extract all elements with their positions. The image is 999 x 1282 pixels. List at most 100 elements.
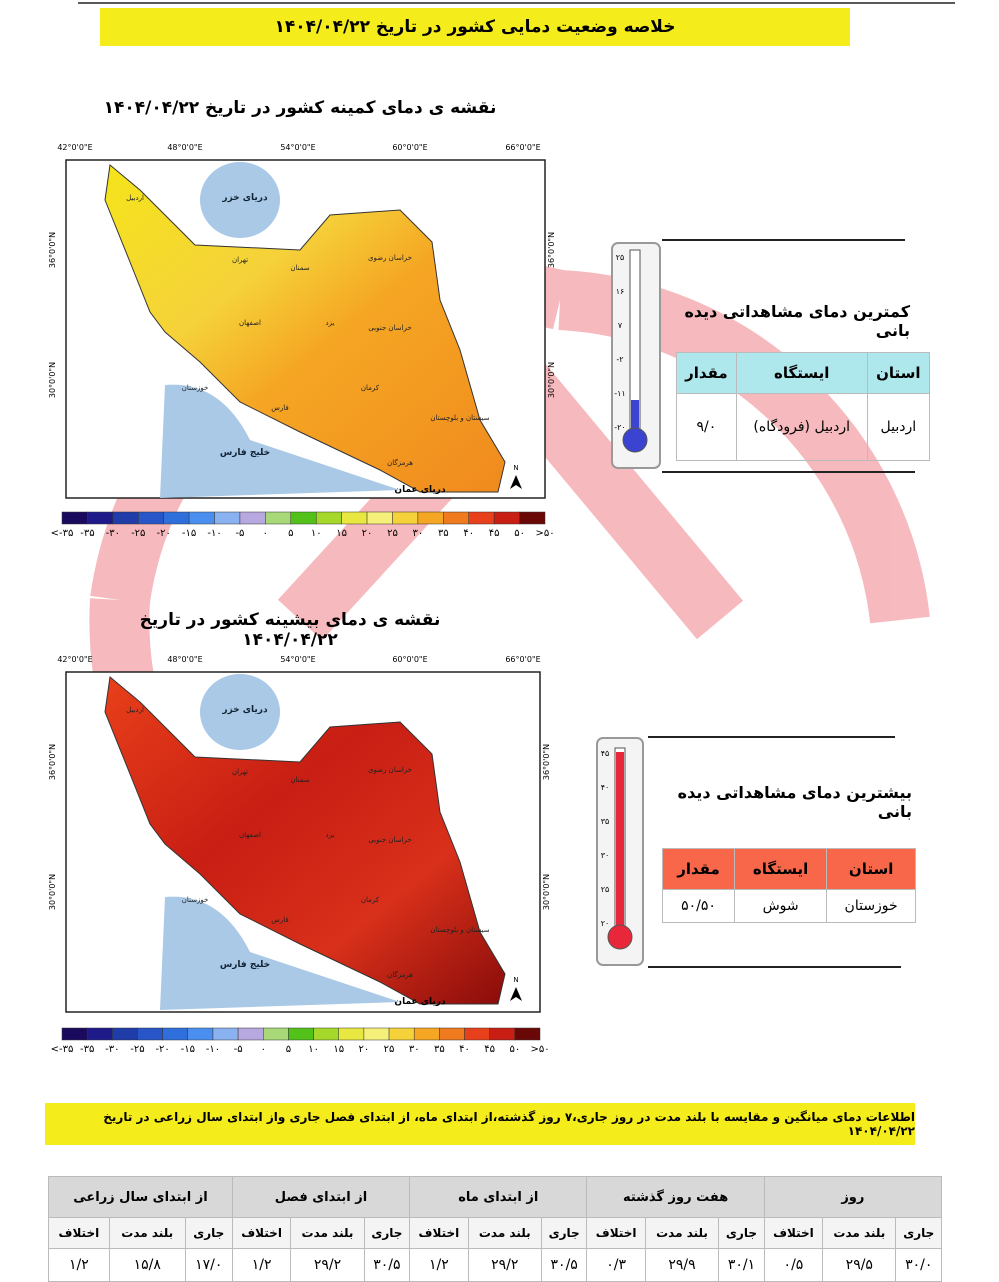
- max-map: [65, 671, 541, 1013]
- sea-label: دریای خزر: [221, 193, 268, 203]
- legend-swatch: [86, 1027, 113, 1041]
- province-label: اصفهان: [239, 319, 261, 327]
- rule: [648, 966, 901, 968]
- cell: ۲۹/۹: [644, 1248, 720, 1282]
- sub-header: اختلاف: [231, 1217, 292, 1249]
- sea: [160, 384, 400, 498]
- legend-label: ۲۰: [359, 1044, 370, 1055]
- north-arrow: [510, 475, 522, 489]
- sub-header: اختلاف: [586, 1217, 646, 1249]
- lon-label: 42°0'0"E: [57, 143, 92, 152]
- sea: [200, 674, 280, 750]
- province-label: تهران: [232, 768, 248, 776]
- cell: ۱/۲: [409, 1248, 469, 1282]
- cell: ۱/۲: [48, 1248, 110, 1282]
- td: ۹/۰: [676, 393, 737, 461]
- legend-label: >۵۰: [530, 1044, 549, 1055]
- legend-label: <-۳۵: [51, 1044, 74, 1055]
- thermo-max: [596, 737, 644, 966]
- sea-label: خلیج فارس: [220, 960, 270, 970]
- sub-header: بلند مدت: [108, 1217, 186, 1249]
- legend-label: ۲۵: [384, 1044, 395, 1055]
- legend-swatch: [137, 1027, 163, 1041]
- rule: [648, 736, 895, 738]
- province-label: اردبیل: [126, 194, 144, 202]
- sea-label: خلیج فارس: [220, 448, 270, 458]
- thermo-tick: -۲۰: [614, 423, 625, 432]
- lon-label: 66°0'0"E: [505, 655, 540, 664]
- cell: ۱/۲: [231, 1248, 292, 1282]
- legend-label: -۳۵: [80, 1044, 94, 1055]
- sub-header: اختلاف: [409, 1217, 469, 1249]
- province-label: خوزستان: [182, 896, 209, 904]
- thermo-tick: ۴۵: [601, 749, 610, 758]
- cell: ۲۹/۵: [822, 1248, 897, 1282]
- legend-swatch: [363, 1027, 390, 1041]
- max-table: استان ایستگاه مقدار خوزستان شوش ۵۰/۵۰: [662, 848, 916, 923]
- max-map-title: نقشه ی دمای بیشینه کشور در تاریخ ۱۴۰۴/۰۴…: [139, 610, 441, 650]
- sub-header: جاری: [184, 1217, 233, 1249]
- lon-label: 60°0'0"E: [392, 143, 427, 152]
- legend-swatch: [392, 511, 419, 525]
- province-label: خراسان رضوی: [368, 254, 412, 262]
- legend-label: ۳۰: [413, 528, 424, 539]
- thermo-tick: -۱۱: [614, 389, 625, 398]
- th: مقدار: [676, 352, 737, 394]
- lat-label: 36°0'0"N: [542, 744, 551, 780]
- min-map-title: نقشه ی دمای کمینه کشور در تاریخ ۱۴۰۴/۰۴/…: [103, 98, 497, 118]
- cell: ۳۰/۰: [895, 1248, 942, 1282]
- province-label: خراسان جنوبی: [368, 836, 411, 844]
- group-header: از ابتدای سال زراعی: [48, 1176, 233, 1218]
- legend-label: >۵۰: [535, 528, 554, 539]
- cell: ۱۷/۰: [184, 1248, 233, 1282]
- lon-label: 54°0'0"E: [280, 655, 315, 664]
- legend-swatch: [413, 1027, 440, 1041]
- header-banner: خلاصه وضعیت دمایی کشور در تاریخ ۱۴۰۴/۰۴/…: [100, 8, 850, 46]
- lon-label: 60°0'0"E: [392, 655, 427, 664]
- legend-label: ۴۵: [489, 528, 500, 539]
- legend-swatch: [290, 511, 317, 525]
- legend-label: ۵: [288, 528, 293, 539]
- legend-label: ۴۰: [463, 528, 474, 539]
- legend-label: ۱۵: [333, 1044, 344, 1055]
- sub-header: بلند مدت: [822, 1217, 897, 1249]
- legend-label: ۲۵: [387, 528, 398, 539]
- th: استان: [826, 848, 916, 890]
- sea-label: دریای عمان: [394, 997, 446, 1007]
- summary-table: روز هفت روز گذشته از ابتدای ماه از ابتدای ف…: [48, 1176, 943, 1282]
- thermo-min: [611, 242, 661, 469]
- group-header: روز: [763, 1176, 943, 1218]
- legend-swatch: [239, 511, 266, 525]
- cell: ۲۹/۲: [290, 1248, 365, 1282]
- legend-label: -۱۵: [182, 528, 196, 539]
- legend-swatch: [112, 1027, 138, 1041]
- td: خوزستان: [826, 889, 916, 923]
- legend-label: -۱۵: [181, 1044, 195, 1055]
- td: ۵۰/۵۰: [662, 889, 735, 923]
- legend-label: -۳۰: [106, 528, 120, 539]
- province-label: سمنان: [290, 776, 309, 784]
- legend-label: -۱۰: [207, 528, 221, 539]
- lat-label: 30°0'0"N: [48, 362, 57, 398]
- lat-label: 36°0'0"N: [547, 232, 556, 268]
- legend-label: -۱۰: [206, 1044, 220, 1055]
- legend-label: ۳۵: [434, 1044, 445, 1055]
- generated: 42°0'0"E 48°0'0"E 54°0'0"E 60°0'0"E 66°0'0"E…: [48, 143, 626, 1055]
- sea-label: دریای عمان: [394, 485, 446, 495]
- lon-label: 54°0'0"E: [280, 143, 315, 152]
- group-header: از ابتدای ماه: [409, 1176, 588, 1218]
- sub-header: اختلاف: [48, 1217, 110, 1249]
- legend-swatch: [468, 511, 495, 525]
- legend-swatch: [464, 1027, 490, 1041]
- sea: [200, 162, 280, 238]
- sub-header: اختلاف: [763, 1217, 824, 1249]
- info-title: اطلاعات دمای میانگین و مقایسه با بلند مد…: [103, 1110, 915, 1138]
- lat-label: 36°0'0"N: [48, 744, 57, 780]
- group-header: هفت روز گذشته: [586, 1176, 765, 1218]
- legend-swatch: [237, 1027, 264, 1041]
- sub-header: بلند مدت: [467, 1217, 542, 1249]
- legend-swatch: [263, 1027, 289, 1041]
- legend-label: ۳۰: [409, 1044, 420, 1055]
- province-label: خراسان رضوی: [368, 766, 412, 774]
